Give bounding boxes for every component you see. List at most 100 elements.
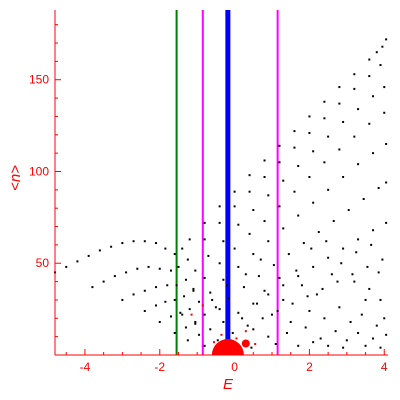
data-point — [218, 308, 221, 311]
data-point — [267, 335, 270, 338]
data-point — [164, 300, 167, 303]
data-point — [198, 300, 201, 303]
data-point — [218, 221, 221, 224]
data-point — [362, 198, 365, 201]
data-point — [173, 253, 176, 256]
data-point — [121, 242, 124, 245]
data-point — [278, 161, 281, 164]
data-point — [278, 144, 281, 147]
x-tick-label: 4 — [381, 360, 388, 374]
data-point — [267, 194, 270, 197]
data-point — [194, 322, 197, 325]
data-point — [357, 108, 360, 111]
data-point — [338, 86, 341, 89]
data-point — [186, 339, 189, 342]
data-point — [368, 75, 371, 78]
data-point — [287, 253, 290, 256]
data-point — [261, 317, 264, 320]
data-point — [353, 280, 356, 283]
y-tick-label: 150 — [29, 73, 49, 87]
data-point — [248, 190, 251, 193]
data-point — [91, 286, 94, 289]
data-point — [370, 243, 373, 246]
data-point — [241, 317, 244, 320]
data-point — [252, 209, 255, 212]
data-point — [282, 179, 285, 182]
data-point — [308, 175, 311, 178]
data-point — [379, 298, 382, 301]
data-point — [158, 267, 161, 270]
data-point — [338, 102, 341, 105]
data-point — [383, 317, 386, 320]
data-point — [132, 293, 135, 296]
data-point — [203, 344, 206, 347]
data-point — [257, 275, 260, 278]
data-point — [342, 247, 345, 250]
data-point — [184, 326, 187, 329]
data-point — [304, 326, 307, 329]
tick-labels: -4 -2 0 2 4 50 100 150 — [29, 73, 388, 374]
data-point — [256, 302, 259, 305]
data-point — [327, 135, 330, 138]
data-point — [169, 315, 172, 318]
data-point — [349, 320, 352, 323]
data-point — [278, 205, 281, 208]
data-point — [233, 247, 236, 250]
data-point — [87, 254, 90, 257]
data-point — [323, 117, 326, 120]
data-point — [289, 320, 292, 323]
data-point — [327, 344, 330, 347]
data-point — [203, 221, 206, 224]
data-point — [173, 298, 176, 301]
data-point — [332, 220, 335, 223]
data-point — [276, 309, 279, 312]
data-point — [203, 238, 206, 241]
data-point — [319, 337, 322, 340]
data-point — [237, 311, 240, 314]
data-point — [76, 260, 79, 263]
data-point — [214, 306, 217, 309]
y-axis-label: <n> — [7, 165, 24, 191]
data-point — [293, 130, 296, 133]
data-point — [385, 142, 388, 145]
data-point — [377, 271, 380, 274]
data-point — [179, 311, 182, 314]
data-point — [136, 267, 139, 270]
data-point — [272, 264, 275, 267]
red-data-point — [254, 342, 257, 345]
red-data-point — [220, 333, 223, 336]
vertical-markers — [175, 10, 279, 355]
data-point — [98, 249, 101, 252]
data-point — [188, 308, 191, 311]
data-point — [267, 293, 270, 296]
data-point — [267, 240, 270, 243]
data-point — [379, 64, 382, 67]
data-point — [147, 265, 150, 268]
data-point — [385, 221, 388, 224]
data-point — [192, 287, 195, 290]
data-point — [293, 146, 296, 149]
red-data-point — [235, 337, 238, 340]
data-point — [372, 152, 375, 155]
highlight-marker — [211, 339, 244, 355]
data-point — [360, 313, 363, 316]
data-point — [65, 265, 68, 268]
highlight-marker — [241, 339, 250, 348]
data-point — [121, 298, 124, 301]
data-point — [248, 174, 251, 177]
data-point — [323, 317, 326, 320]
data-point — [291, 302, 294, 305]
data-point — [188, 238, 191, 241]
data-point — [357, 238, 360, 241]
data-point — [263, 289, 266, 292]
data-point — [357, 331, 360, 334]
red-data-point — [190, 313, 193, 316]
data-point — [237, 223, 240, 226]
data-point — [252, 253, 255, 256]
data-point — [357, 163, 360, 166]
red-data-point — [213, 341, 216, 344]
data-point — [248, 232, 251, 235]
data-point — [203, 276, 206, 279]
data-point — [323, 100, 326, 103]
